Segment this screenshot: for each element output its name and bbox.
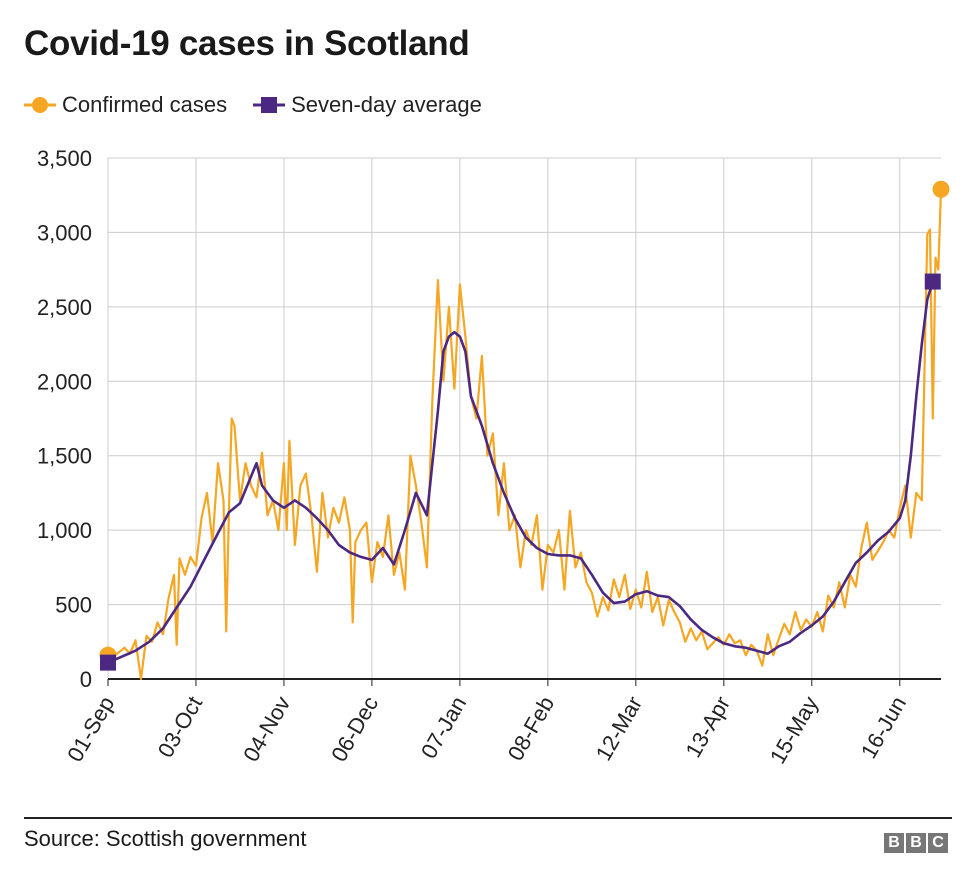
x-tick-label: 16-Jun [856,692,911,763]
y-tick-label: 2,500 [37,295,92,320]
seven-day-average-end-marker [924,273,941,290]
seven-day-average-start-marker [100,654,116,671]
x-tick-label: 07-Jan [416,692,471,763]
legend-label-confirmed-cases: Confirmed cases [62,92,228,117]
x-tick-label: 03-Oct [153,692,208,762]
line-chart: 0 500 1,000 1,500 2,000 2,500 3,000 3,500 01-Se… [37,146,950,768]
y-tick-label: 2,000 [37,369,92,394]
chart-title: Covid-19 cases in Scotland [24,24,470,63]
source-note: Source: Scottish government [24,826,307,851]
confirmed-cases-line [106,188,943,681]
y-tick-label: 1,500 [37,444,92,469]
x-tick-label: 13-Apr [680,692,735,762]
y-tick-label: 0 [80,667,92,692]
x-tick-label: 04-Nov [238,692,295,766]
y-tick-label: 1,000 [37,518,92,543]
y-tick-label: 3,500 [37,146,92,171]
chart-series [106,188,943,681]
y-axis-tick-labels: 0 500 1,000 1,500 2,000 2,500 3,000 3,500 [37,146,92,692]
legend-swatch-confirmed-cases [24,97,56,113]
y-tick-label: 500 [55,593,92,618]
y-tick-label: 3,000 [37,220,92,245]
chart-legend: Confirmed cases Seven-day average [24,92,508,118]
footer-divider [24,817,952,819]
confirmed-cases-end-marker [932,180,950,198]
bbc-logo: B B C [884,833,950,853]
x-tick-label: 15-May [765,692,823,768]
x-axis-tick-labels: 01-Sep 03-Oct 04-Nov 06-Dec 07-Jan 08-Feb 12-M… [62,692,911,768]
x-tick-label: 01-Sep [62,692,119,766]
seven-day-average-line [106,280,935,664]
x-tick-label: 08-Feb [503,692,560,765]
chart-end-markers [99,180,950,671]
bbc-logo-letter: B [906,833,926,853]
x-tick-label: 12-Mar [591,692,647,765]
legend-item-confirmed-cases: Confirmed cases [24,92,227,118]
legend-swatch-seven-day-average [253,97,286,113]
bbc-logo-letter: C [928,833,948,853]
legend-item-seven-day-average: Seven-day average [253,92,482,118]
x-tick-label: 06-Dec [326,692,383,766]
chart-gridlines [107,157,941,686]
bbc-logo-letter: B [884,833,904,853]
legend-label-seven-day-average: Seven-day average [291,92,482,117]
